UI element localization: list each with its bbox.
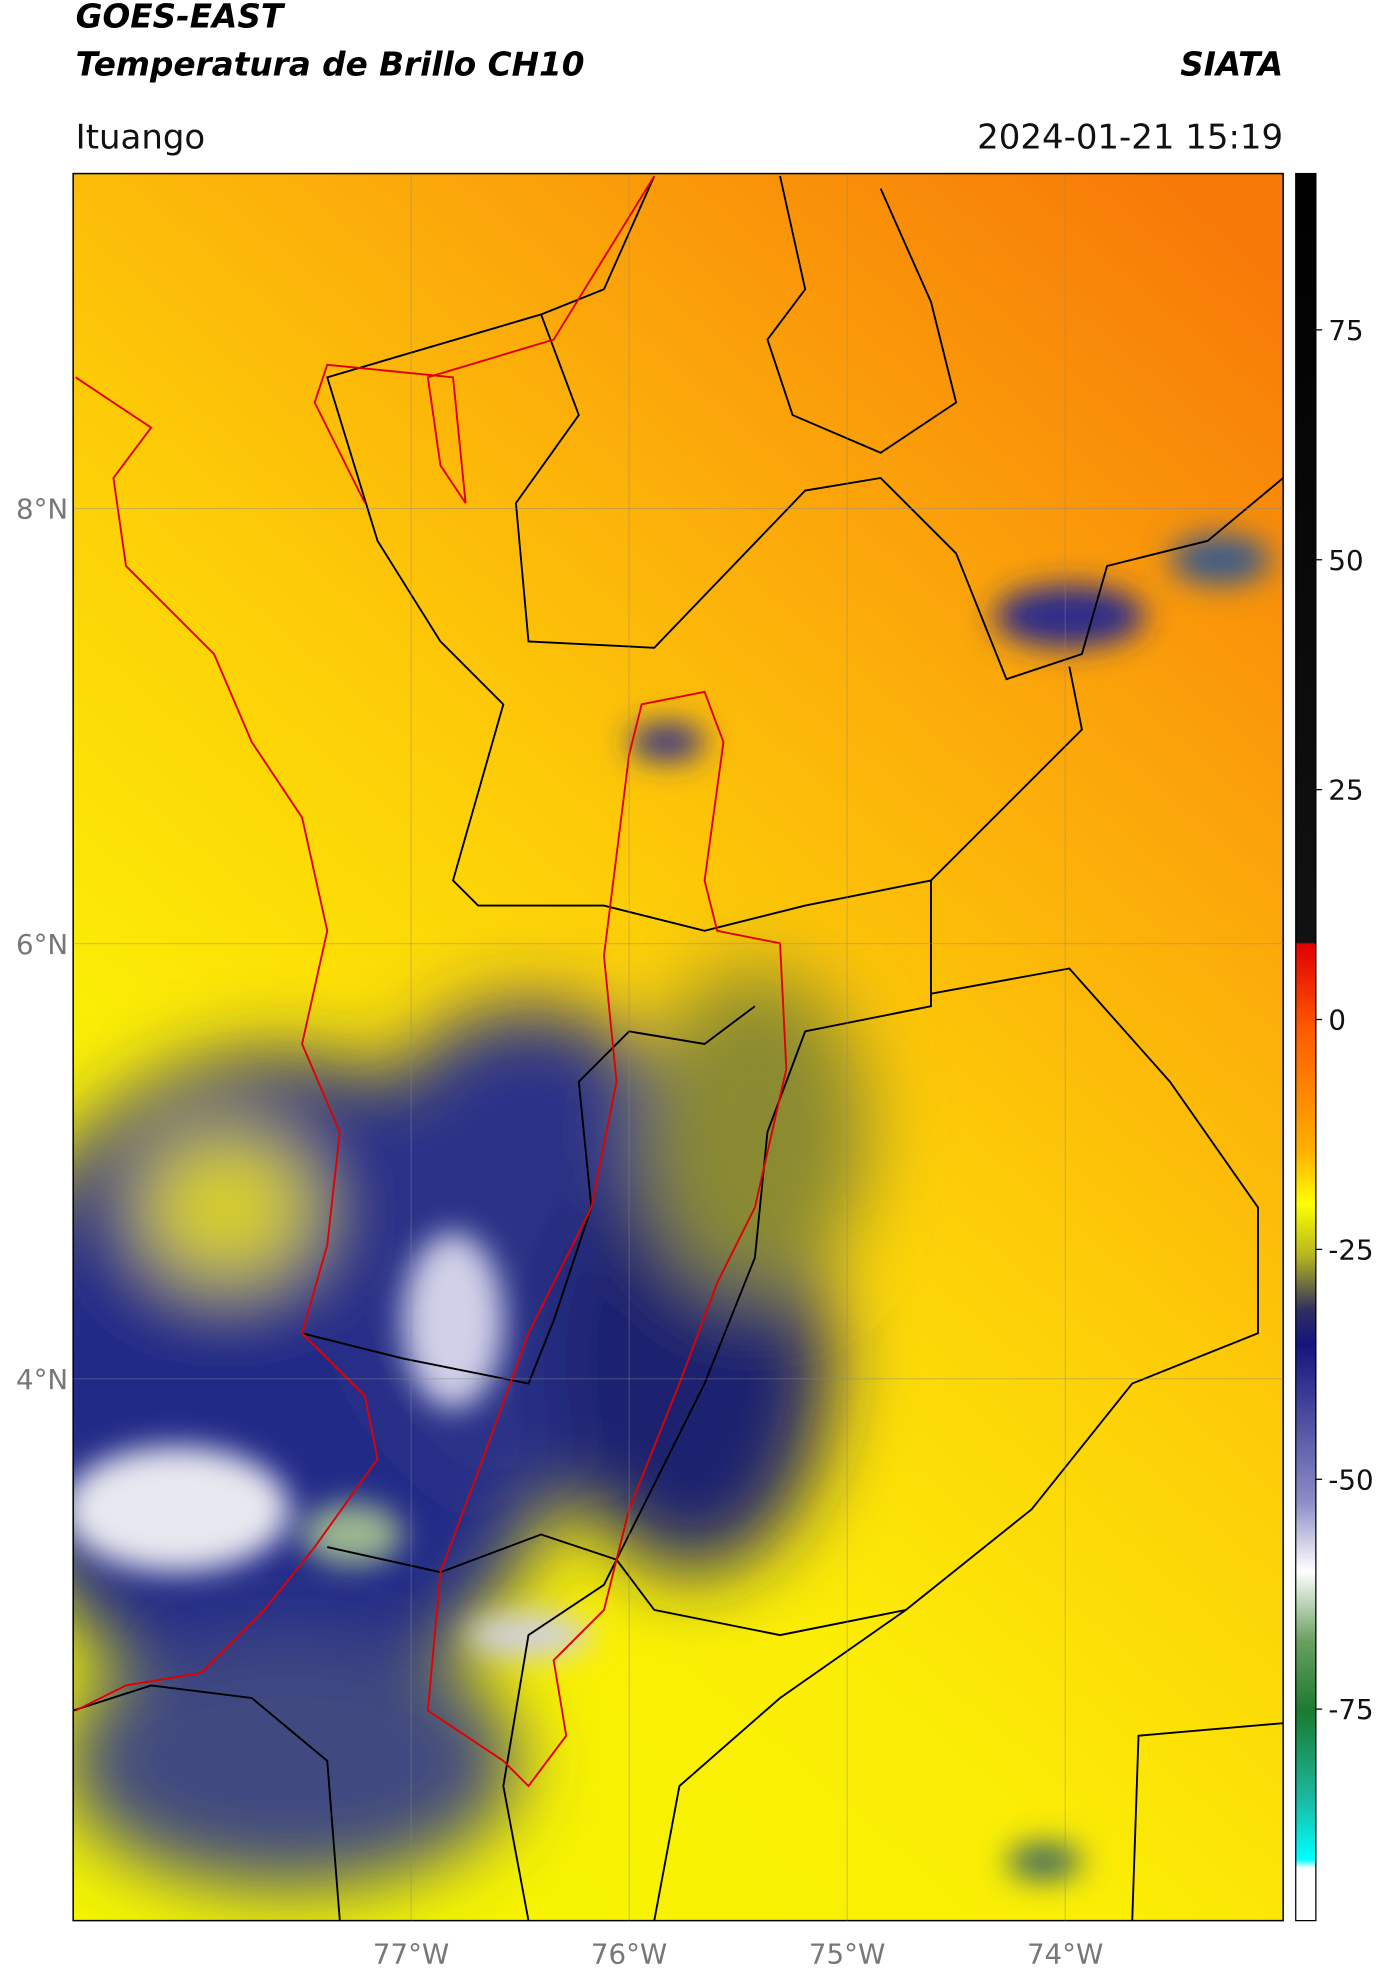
ticks: 77°W 76°W 75°W 74°W 8°N 6°N 4°N 75 50 25 0 -25 -50 -7… [16,173,1374,1970]
location: Ituango [76,117,206,157]
colorbar-tick-label: 75 [1328,314,1363,347]
brand: SIATA [1180,45,1283,83]
colorbar-tick-label: -50 [1328,1463,1373,1496]
title: GOES-EAST [76,0,286,36]
lat-tick-label: 8°N [16,493,68,526]
colorbar-tick-label: -25 [1328,1233,1373,1266]
lon-tick-label: 77°W [373,1937,449,1970]
lat-tick-label: 6°N [16,928,68,961]
map-image [73,173,1284,1921]
colorbar-tick-label: 50 [1328,544,1363,577]
lat-tick-label: 4°N [16,1363,68,1396]
lon-tick-label: 75°W [809,1937,885,1970]
colorbar [1295,172,1317,1922]
subtitle: Temperatura de Brillo CH10 [76,45,585,83]
colorbar-tick-label: -75 [1328,1693,1373,1726]
map-frame [72,172,1284,1922]
colorbar-tick-label: 25 [1328,774,1363,807]
datetime: 2024-01-21 15:19 [977,117,1283,157]
lon-tick-label: 76°W [591,1937,667,1970]
lon-tick-label: 74°W [1027,1937,1103,1970]
colorbar-tick-label: 0 [1328,1004,1346,1037]
